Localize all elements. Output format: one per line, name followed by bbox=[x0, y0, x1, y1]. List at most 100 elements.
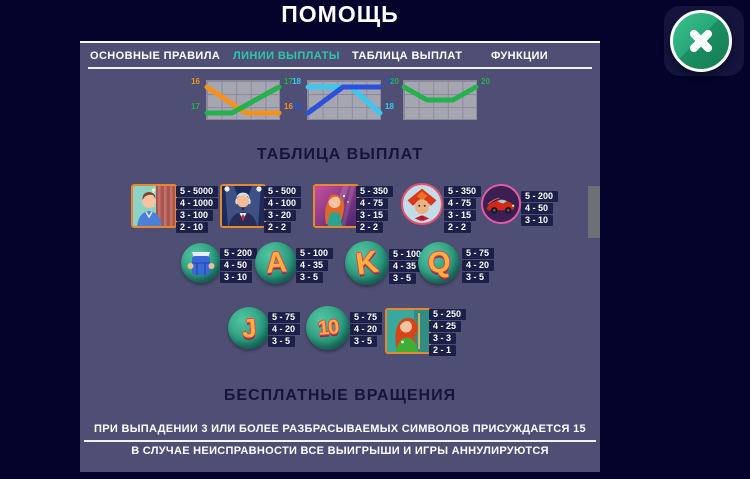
symbol-number-10: 10 bbox=[306, 306, 350, 350]
payout-line: 3 - 10 bbox=[220, 272, 253, 283]
page-title: ПОМОЩЬ bbox=[281, 1, 399, 27]
payline-19 bbox=[305, 84, 383, 116]
payline-label: 19 bbox=[292, 102, 301, 111]
payout-line: 4 - 20 bbox=[462, 260, 495, 271]
symbol-letter-k: K bbox=[345, 241, 389, 285]
letter-q-glyph: Q bbox=[426, 245, 452, 280]
symbol-young-man bbox=[131, 184, 177, 228]
payout-line: 5 - 100 bbox=[389, 249, 427, 260]
payline-20 bbox=[401, 84, 479, 103]
payout-line: 5 - 75 bbox=[350, 312, 383, 323]
payout-line: 5 - 350 bbox=[356, 186, 394, 197]
payout-line: 3 - 5 bbox=[296, 272, 324, 283]
payline-label: 17 bbox=[284, 77, 293, 86]
payout-line: 5 - 200 bbox=[220, 248, 258, 259]
glamour-woman-icon bbox=[315, 186, 357, 226]
red-car-icon bbox=[483, 186, 519, 222]
tab-underline bbox=[88, 67, 592, 69]
blue-bag-icon bbox=[187, 252, 215, 275]
payout-line: 5 - 75 bbox=[268, 312, 301, 323]
payout-line: 2 - 2 bbox=[264, 222, 292, 233]
payouts-letter-k: 5 - 100 4 - 35 3 - 5 bbox=[389, 249, 427, 285]
payouts-young-man: 5 - 5000 4 - 1000 3 - 100 2 - 10 bbox=[176, 186, 219, 234]
payline-label: 18 bbox=[292, 77, 301, 86]
letter-j-glyph: J bbox=[240, 311, 258, 344]
close-icon bbox=[670, 10, 732, 72]
payout-line: 4 - 50 bbox=[220, 260, 253, 271]
symbol-letter-a: A bbox=[255, 242, 297, 284]
payouts-number-10: 5 - 75 4 - 20 3 - 5 bbox=[350, 312, 383, 348]
payouts-glamour-woman: 5 - 350 4 - 75 3 - 15 2 - 2 bbox=[356, 186, 394, 234]
payout-line: 3 - 3 bbox=[429, 333, 457, 344]
letter-a-glyph: A bbox=[264, 245, 288, 280]
footer-disclaimer: В СЛУЧАЕ НЕИСПРАВНОСТИ ВСЕ ВЫИГРЫШИ И ИГ… bbox=[131, 445, 549, 457]
symbol-letter-q: Q bbox=[418, 242, 460, 284]
masked-man-icon bbox=[407, 188, 437, 222]
symbol-letter-j: J bbox=[228, 307, 270, 349]
payout-line: 3 - 15 bbox=[444, 210, 477, 221]
payouts-letter-q: 5 - 75 4 - 20 3 - 5 bbox=[462, 248, 495, 284]
payout-line: 3 - 5 bbox=[268, 336, 296, 347]
payout-line: 2 - 2 bbox=[356, 222, 384, 233]
symbol-green-woman bbox=[385, 308, 431, 354]
tab-pay-lines[interactable]: ЛИНИИ ВЫПЛАТЫ bbox=[233, 50, 340, 62]
payline-label: 16 bbox=[284, 102, 293, 111]
symbol-glamour-woman bbox=[313, 184, 359, 228]
footer-divider bbox=[84, 440, 596, 442]
young-man-icon bbox=[133, 186, 175, 226]
payouts-show-host: 5 - 500 4 - 100 3 - 20 2 - 2 bbox=[264, 186, 302, 234]
payout-line: 3 - 100 bbox=[176, 210, 214, 221]
payline-grid-18-19 bbox=[305, 80, 383, 120]
payout-line: 5 - 500 bbox=[264, 186, 302, 197]
payout-line: 5 - 5000 bbox=[176, 186, 219, 197]
payline-17 bbox=[204, 84, 282, 116]
tab-functions[interactable]: ФУНКЦИИ bbox=[491, 50, 549, 62]
payout-line: 2 - 2 bbox=[444, 222, 472, 233]
tab-basic-rules[interactable]: ОСНОВНЫЕ ПРАВИЛА bbox=[90, 50, 221, 62]
payout-line: 3 - 5 bbox=[462, 272, 490, 283]
paytable-heading: ТАБЛИЦА ВЫПЛАТ bbox=[256, 146, 424, 163]
close-button[interactable] bbox=[664, 6, 744, 76]
payout-line: 5 - 200 bbox=[521, 191, 559, 202]
payout-line: 4 - 20 bbox=[350, 324, 383, 335]
payout-line: 4 - 1000 bbox=[176, 198, 219, 209]
payline-label: 16 bbox=[191, 77, 200, 86]
payout-line: 2 - 1 bbox=[429, 345, 457, 356]
payout-line: 4 - 20 bbox=[268, 324, 301, 335]
payline-label: 19 bbox=[385, 77, 394, 86]
free-spins-text: ПРИ ВЫПАДЕНИИ 3 ИЛИ БОЛЕЕ РАЗБРАСЫВАЕМЫХ… bbox=[94, 423, 586, 435]
payouts-letter-j: 5 - 75 4 - 20 3 - 5 bbox=[268, 312, 301, 348]
payouts-masked-man: 5 - 350 4 - 75 3 - 15 2 - 2 bbox=[444, 186, 482, 234]
scrollbar-thumb[interactable] bbox=[588, 186, 600, 238]
payout-line: 2 - 10 bbox=[176, 222, 209, 233]
payout-line: 4 - 25 bbox=[429, 321, 462, 332]
payout-line: 3 - 20 bbox=[264, 210, 297, 221]
show-host-icon bbox=[222, 186, 264, 226]
payline-grid-20 bbox=[401, 80, 479, 120]
payout-line: 4 - 50 bbox=[521, 203, 554, 214]
payline-18 bbox=[305, 84, 383, 116]
payout-line: 3 - 5 bbox=[389, 273, 417, 284]
payline-label: 20 bbox=[481, 77, 490, 86]
symbol-red-car bbox=[481, 184, 521, 224]
payline-grid-16-17 bbox=[204, 80, 282, 120]
payline-label: 20 bbox=[390, 77, 399, 86]
payout-line: 3 - 5 bbox=[350, 336, 378, 347]
payout-line: 4 - 75 bbox=[444, 198, 477, 209]
green-woman-icon bbox=[387, 310, 429, 352]
payout-line: 3 - 10 bbox=[521, 215, 554, 226]
payouts-blue-bag: 5 - 200 4 - 50 3 - 10 bbox=[220, 248, 258, 284]
symbol-blue-bag bbox=[181, 243, 221, 283]
payout-line: 5 - 250 bbox=[429, 309, 467, 320]
letter-k-glyph: K bbox=[353, 243, 381, 282]
payout-line: 4 - 35 bbox=[296, 260, 329, 271]
payline-label: 18 bbox=[385, 102, 394, 111]
payouts-red-car: 5 - 200 4 - 50 3 - 10 bbox=[521, 191, 559, 227]
payline-16 bbox=[204, 84, 282, 116]
symbol-show-host bbox=[220, 184, 266, 228]
tab-paytable[interactable]: ТАБЛИЦА ВЫПЛАТ bbox=[352, 50, 463, 62]
payout-line: 4 - 75 bbox=[356, 198, 389, 209]
payout-line: 4 - 100 bbox=[264, 198, 302, 209]
